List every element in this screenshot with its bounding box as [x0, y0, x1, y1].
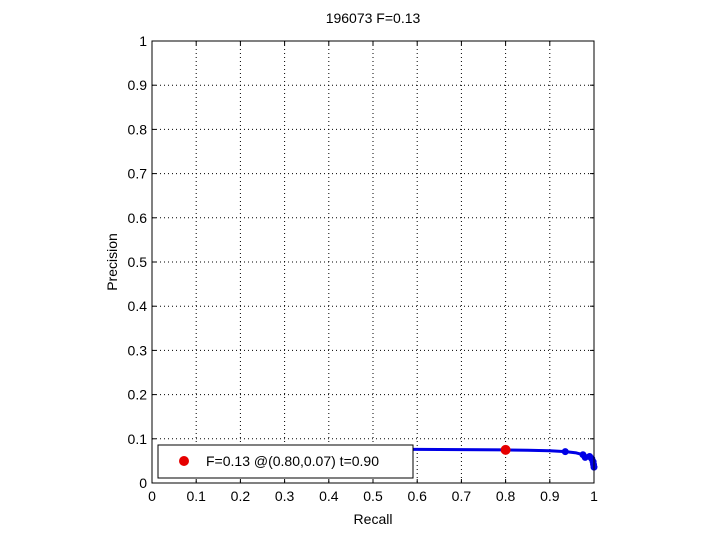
y-tick-label-1: 0.1 — [128, 431, 148, 447]
chart-title: 196073 F=0.13 — [326, 10, 421, 26]
x-tick-label-7: 0.7 — [452, 488, 472, 504]
y-tick-label-6: 0.6 — [128, 210, 148, 226]
x-tick-label-1: 0.1 — [186, 488, 206, 504]
x-tick-label-6: 0.6 — [407, 488, 427, 504]
y-tick-label-2: 0.2 — [128, 387, 148, 403]
best-f-point — [500, 444, 511, 455]
legend-marker — [179, 456, 189, 466]
y-tick-label-10: 1 — [139, 33, 147, 49]
x-tick-label-4: 0.4 — [319, 488, 339, 504]
x-tick-label-3: 0.3 — [275, 488, 295, 504]
y-tick-label-0: 0 — [139, 475, 147, 491]
x-axis-label: Recall — [354, 511, 393, 527]
y-tick-label-3: 0.3 — [128, 342, 148, 358]
grid-lines — [152, 41, 594, 483]
x-tick-label-8: 0.8 — [496, 488, 516, 504]
legend-box — [157, 444, 414, 479]
x-tick-label-5: 0.5 — [363, 488, 383, 504]
pr-marker-0 — [561, 448, 569, 456]
legend: F=0.13 @(0.80,0.07) t=0.90 — [157, 444, 414, 479]
y-tick-label-9: 0.9 — [128, 77, 148, 93]
marker-layer — [561, 448, 598, 471]
x-tick-label-2: 0.2 — [231, 488, 251, 504]
y-tick-label-8: 0.8 — [128, 121, 148, 137]
plot-frame — [151, 40, 595, 484]
x-tick-labels: 0 0.1 0.2 0.3 0.4 0.5 0.6 0.7 0.8 0.9 1 — [148, 488, 598, 504]
x-tick-label-0: 0 — [148, 488, 156, 504]
y-tick-label-4: 0.4 — [128, 298, 148, 314]
y-axis-label: Precision — [104, 233, 120, 291]
y-tick-label-5: 0.5 — [128, 254, 148, 270]
y-tick-labels: 0 0.1 0.2 0.3 0.4 0.5 0.6 0.7 0.8 0.9 1 — [128, 33, 148, 491]
legend-label: F=0.13 @(0.80,0.07) t=0.90 — [206, 453, 379, 469]
x-tick-label-10: 1 — [590, 488, 598, 504]
x-tick-label-9: 0.9 — [540, 488, 560, 504]
y-tick-label-7: 0.7 — [128, 166, 148, 182]
